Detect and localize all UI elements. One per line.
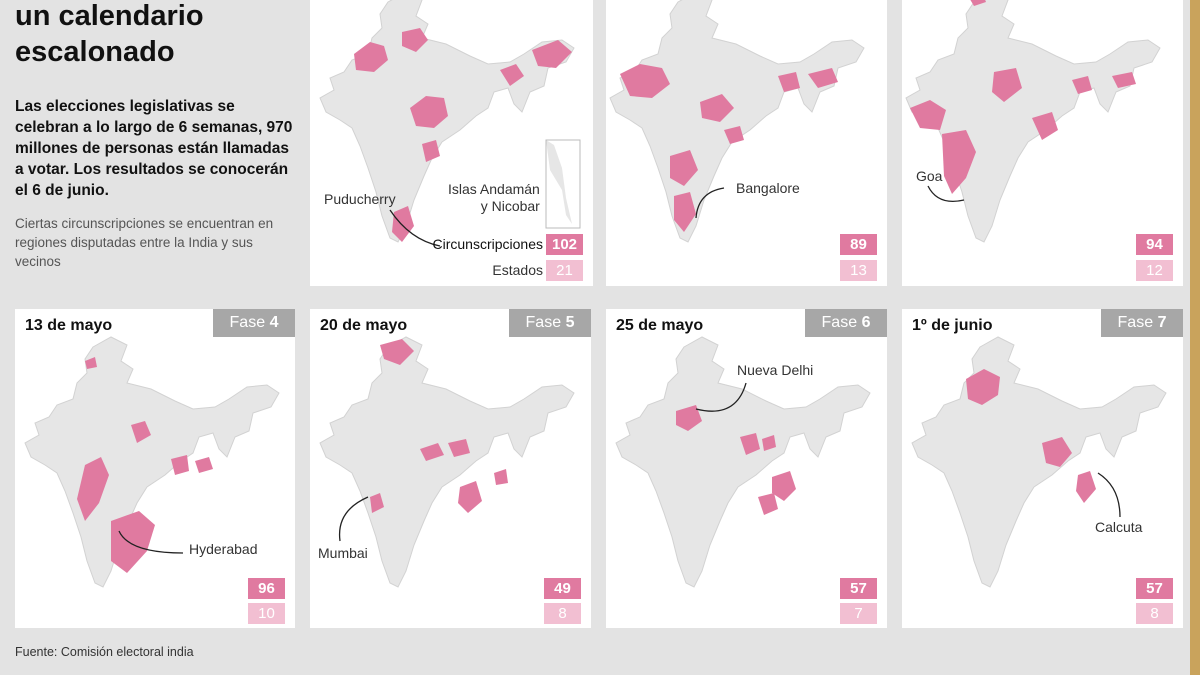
voting-region — [420, 443, 444, 461]
phase-1-panel: Puducherry Islas Andamán y Nicobar Circu… — [310, 0, 593, 286]
voting-region — [778, 72, 800, 92]
voting-region — [354, 42, 388, 72]
edge-strip — [1190, 0, 1200, 675]
india-map-phase-7 — [911, 336, 1167, 588]
phase-7-panel: 1º de junio Fase 7 Calcuta 57 8 — [902, 309, 1183, 628]
india-outline — [609, 0, 865, 243]
constituency-count: 89 — [840, 234, 877, 255]
state-count: 13 — [840, 260, 877, 281]
india-outline — [24, 336, 280, 588]
label-calcuta: Calcuta — [1095, 519, 1143, 535]
india-outline — [615, 336, 871, 588]
voting-region — [1072, 76, 1092, 94]
voting-region — [1112, 72, 1136, 88]
voting-region — [131, 421, 151, 443]
voting-region — [77, 457, 109, 521]
label-puducherry: Puducherry — [324, 191, 396, 207]
voting-region — [458, 481, 482, 513]
voting-region — [171, 455, 189, 475]
phase-2-panel: Bangalore 89 13 — [606, 0, 887, 286]
voting-region — [448, 439, 470, 457]
phase-3-panel: Goa 94 12 — [902, 0, 1183, 286]
voting-region — [992, 68, 1022, 102]
label-mumbai: Mumbai — [318, 545, 368, 561]
voting-region — [674, 192, 696, 232]
constituency-count: 94 — [1136, 234, 1173, 255]
india-map-phase-2 — [609, 0, 865, 243]
phase-date: 1º de junio — [912, 317, 993, 334]
voting-region — [910, 100, 946, 130]
state-count: 8 — [1136, 603, 1173, 624]
voting-region — [966, 369, 1000, 405]
voting-region — [500, 64, 524, 86]
voting-region — [410, 96, 448, 128]
legend-constituencies: Circunscripciones — [432, 236, 543, 252]
voting-region — [942, 130, 976, 194]
constituency-count: 96 — [248, 578, 285, 599]
voting-region — [195, 457, 213, 473]
phase-date: 13 de mayo — [25, 317, 113, 334]
india-outline — [905, 0, 1161, 243]
voting-region — [1032, 112, 1058, 140]
phase-date: 25 de mayo — [616, 317, 704, 334]
voting-region — [700, 94, 734, 122]
state-count: 21 — [546, 260, 583, 281]
legend-states: Estados — [492, 262, 543, 278]
voting-region — [740, 433, 760, 455]
voting-region — [380, 339, 414, 365]
constituency-count: 49 — [544, 578, 581, 599]
india-outline — [911, 336, 1167, 588]
label-hyderabad: Hyderabad — [189, 541, 258, 557]
state-count: 10 — [248, 603, 285, 624]
voting-region — [762, 435, 776, 451]
voting-region — [808, 68, 838, 88]
constituency-count: 57 — [840, 578, 877, 599]
voting-region — [676, 405, 702, 431]
india-map-phase-6 — [615, 336, 871, 588]
label-andaman: Islas Andamán y Nicobar — [448, 181, 540, 214]
phase-date: 20 de mayo — [320, 317, 408, 334]
voting-region — [532, 40, 572, 68]
voting-region — [370, 493, 384, 513]
phase-4-panel: 13 de mayo Fase 4 Hyderabad 96 10 — [15, 309, 295, 628]
india-map-phase-4 — [24, 336, 280, 588]
voting-region — [724, 126, 744, 144]
voting-region — [494, 469, 508, 485]
voting-region — [111, 511, 155, 573]
voting-region — [1076, 471, 1096, 503]
label-nueva-delhi: Nueva Delhi — [737, 362, 814, 378]
source-text: Fuente: Comisión electoral india — [15, 645, 194, 659]
voting-region — [772, 471, 796, 501]
voting-region — [620, 64, 670, 98]
voting-region — [402, 28, 428, 52]
constituency-count: 57 — [1136, 578, 1173, 599]
fase-badge: Fase 4 — [213, 309, 295, 337]
voting-region — [85, 357, 97, 369]
india-map-phase-3 — [905, 0, 1161, 243]
label-goa: Goa — [916, 168, 943, 184]
fase-badge: Fase 6 — [805, 309, 887, 337]
india-map-phase-5 — [319, 336, 575, 588]
state-count: 12 — [1136, 260, 1173, 281]
voting-region — [670, 150, 698, 186]
constituency-count: 102 — [546, 234, 583, 255]
voting-region — [422, 140, 440, 162]
lead-text: Las elecciones legislativas se celebran … — [15, 98, 293, 199]
state-count: 8 — [544, 603, 581, 624]
india-outline — [319, 336, 575, 588]
page-title: un calendario escalonado — [15, 0, 204, 68]
label-bangalore: Bangalore — [736, 180, 800, 196]
fase-badge: Fase 5 — [509, 309, 591, 337]
india-map-phase-1 — [319, 0, 581, 247]
state-count: 7 — [840, 603, 877, 624]
phase-6-panel: 25 de mayo Fase 6 Nueva Delhi 57 7 — [606, 309, 887, 628]
fase-badge: Fase 7 — [1101, 309, 1183, 337]
voting-region — [392, 206, 414, 242]
voting-region — [1042, 437, 1072, 467]
voting-region — [758, 493, 778, 515]
voting-region — [970, 0, 986, 6]
phase-5-panel: 20 de mayo Fase 5 Mumbai 49 8 — [310, 309, 591, 628]
note-text: Ciertas circunscripciones se encuentran … — [15, 216, 274, 269]
